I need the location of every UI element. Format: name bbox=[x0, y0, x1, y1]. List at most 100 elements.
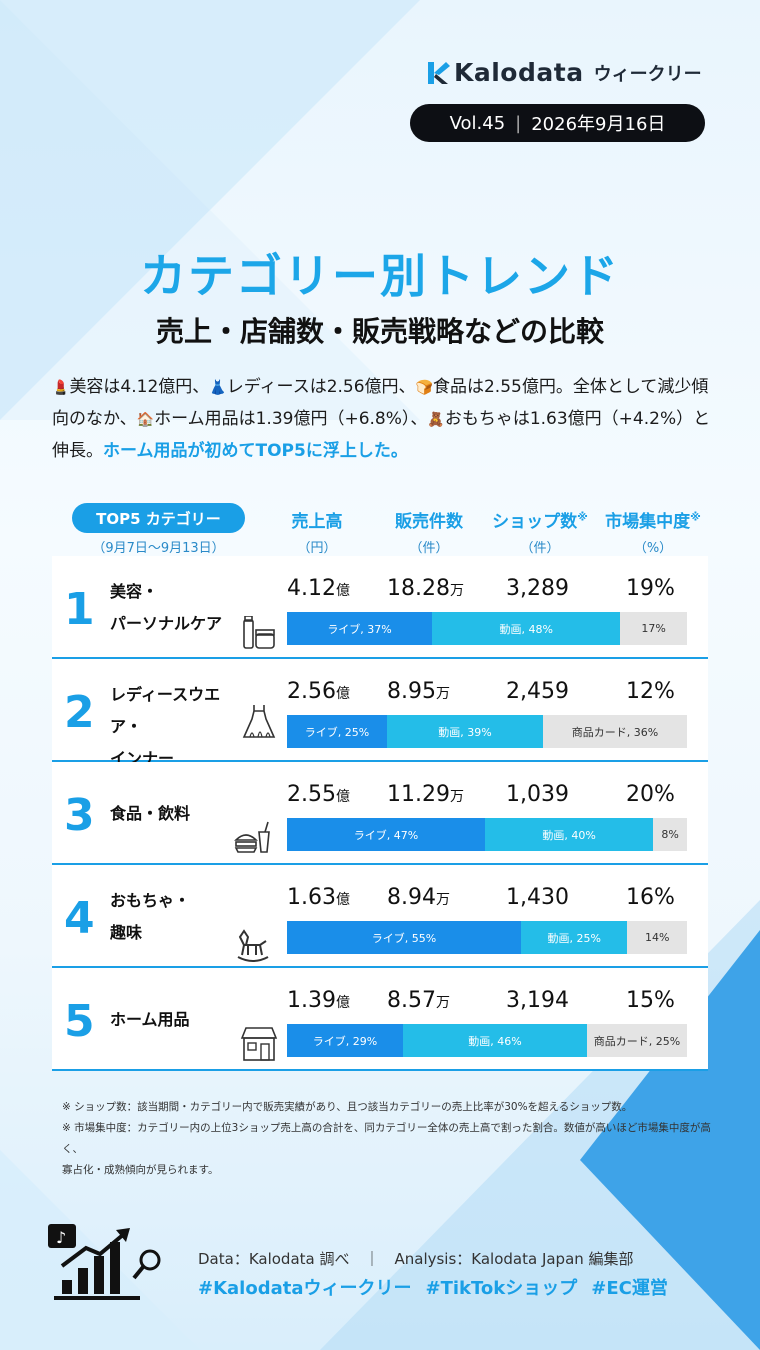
col-mark: ※ bbox=[577, 510, 588, 524]
category-name-line: 趣味 bbox=[110, 923, 143, 942]
value-unit: 億 bbox=[335, 789, 350, 805]
orders-value: 18.28万 bbox=[387, 576, 464, 601]
bar-segment-live: ライブ, 55% bbox=[287, 921, 522, 954]
table-row: 1 美容・ パーソナルケア 4.12億 18.28万 3,289 19% ライブ, 37% 動画… bbox=[52, 556, 708, 659]
hashtags: #Kalodataウィークリー #TikTokショップ #EC運営 bbox=[198, 1274, 668, 1300]
page-subtitle: 売上・店舗数・販売戦略などの比較 bbox=[155, 315, 604, 348]
sales-value: 2.55億 bbox=[287, 782, 350, 807]
value-number: 4.12 bbox=[287, 576, 336, 601]
channel-share-bar: ライブ, 25% 動画, 39% 商品カード, 36% bbox=[287, 715, 687, 748]
value-number: 1.39 bbox=[287, 988, 336, 1013]
value-number: 2.56 bbox=[287, 679, 336, 704]
col-header-sales: 売上高 bbox=[282, 507, 352, 532]
value-unit: 万 bbox=[435, 686, 450, 702]
intro-s5: おもちゃは1.63億円（+4.2%）と伸長。 bbox=[52, 409, 711, 461]
category-name-line: おもちゃ・ bbox=[110, 891, 191, 910]
analytics-chart-icon: ♪ bbox=[48, 1224, 161, 1300]
intro-highlight: ホーム用品が初めてTOP5に浮上した。 bbox=[103, 441, 408, 461]
value-unit: 億 bbox=[335, 995, 350, 1011]
value-unit: 万 bbox=[449, 583, 464, 599]
value-number: 19% bbox=[626, 576, 675, 601]
bar-segment-video: 動画, 25% bbox=[521, 921, 628, 954]
sales-value: 2.56億 bbox=[287, 679, 350, 704]
concentration-value: 19% bbox=[626, 576, 675, 601]
value-number: 1,039 bbox=[506, 782, 569, 807]
bar-segment-video: 動画, 46% bbox=[403, 1024, 587, 1057]
channel-share-bar: ライブ, 29% 動画, 46% 商品カード, 25% bbox=[287, 1024, 687, 1057]
category-name-line: パーソナルケア bbox=[110, 614, 223, 633]
brand: Kalodata ウィークリー bbox=[426, 58, 702, 87]
value-number: 8.95 bbox=[387, 679, 436, 704]
col-mark: ※ bbox=[690, 510, 701, 524]
category-name-line: ホーム用品 bbox=[110, 1010, 190, 1029]
intro-s3: 食品は2.55億円。全体として減少傾向のなか、 bbox=[52, 377, 709, 429]
col-name: 市場集中度 bbox=[605, 512, 691, 532]
brand-sub: ウィークリー bbox=[593, 63, 702, 85]
value-number: 11.29 bbox=[387, 782, 450, 807]
footnote: 寡占化・成熟傾向が見られます。 bbox=[62, 1164, 219, 1176]
value-number: 1,430 bbox=[506, 885, 569, 910]
value-number: 8.94 bbox=[387, 885, 436, 910]
house-emoji-icon: 🏠 bbox=[136, 412, 155, 428]
value-unit: 万 bbox=[449, 789, 464, 805]
sales-value: 1.39億 bbox=[287, 988, 350, 1013]
rocking-horse-icon bbox=[237, 929, 269, 962]
col-name: 販売件数 bbox=[395, 512, 463, 532]
concentration-value: 16% bbox=[626, 885, 675, 910]
value-unit: 億 bbox=[335, 686, 350, 702]
value-unit: 万 bbox=[435, 995, 450, 1011]
shops-value: 1,039 bbox=[506, 782, 569, 807]
shops-value: 3,194 bbox=[506, 988, 569, 1013]
value-number: 15% bbox=[626, 988, 675, 1013]
category-name-line: 美容・ bbox=[110, 582, 159, 601]
table-row: 5 ホーム用品 1.39億 8.57万 3,194 15% ライブ, 29% 動画, 46% 商… bbox=[52, 968, 708, 1071]
col-header-concentration: 市場集中度※ bbox=[598, 507, 708, 532]
bar-segment-other: 商品カード, 25% bbox=[587, 1024, 687, 1057]
value-number: 12% bbox=[626, 679, 675, 704]
col-unit-concentration: （%） bbox=[633, 541, 673, 556]
col-name: ショップ数 bbox=[492, 512, 578, 532]
bar-segment-other: 商品カード, 36% bbox=[543, 715, 687, 748]
col-name: 売上高 bbox=[291, 512, 343, 532]
shops-value: 2,459 bbox=[506, 679, 569, 704]
orders-value: 8.95万 bbox=[387, 679, 450, 704]
shops-value: 1,430 bbox=[506, 885, 569, 910]
category-name: おもちゃ・ 趣味 bbox=[110, 885, 245, 949]
house-icon bbox=[240, 1027, 278, 1061]
bar-segment-other: 17% bbox=[620, 612, 687, 645]
value-number: 8.57 bbox=[387, 988, 436, 1013]
bar-segment-live: ライブ, 29% bbox=[287, 1024, 403, 1057]
rank-number: 3 bbox=[64, 790, 95, 841]
bar-segment-video: 動画, 48% bbox=[432, 612, 621, 645]
bar-segment-other: 14% bbox=[627, 921, 687, 954]
channel-share-bar: ライブ, 37% 動画, 48% 17% bbox=[287, 612, 687, 645]
orders-value: 8.94万 bbox=[387, 885, 450, 910]
concentration-value: 15% bbox=[626, 988, 675, 1013]
bread-icon: 🍞 bbox=[415, 380, 433, 396]
lipstick-icon: 💄 bbox=[52, 380, 70, 396]
bar-segment-other: 8% bbox=[653, 818, 687, 851]
hashtag[interactable]: #EC運営 bbox=[591, 1278, 668, 1299]
page-title: カテゴリー別トレンド bbox=[140, 249, 620, 303]
col-unit-shops: （件） bbox=[520, 541, 560, 556]
bar-segment-video: 動画, 39% bbox=[387, 715, 543, 748]
bar-segment-live: ライブ, 37% bbox=[287, 612, 433, 645]
dress-emoji-icon: 👗 bbox=[209, 380, 227, 396]
value-number: 2,459 bbox=[506, 679, 569, 704]
orders-value: 11.29万 bbox=[387, 782, 464, 807]
value-unit: 億 bbox=[335, 583, 350, 599]
table-row: 3 食品・飲料 2.55億 11.29万 1,039 20% ライブ, 47% 動画, 40%… bbox=[52, 762, 708, 865]
volume-date-badge: Vol.45 | 2026年9月16日 bbox=[410, 104, 705, 142]
kalodata-logo-icon bbox=[428, 61, 450, 84]
rank-number: 1 bbox=[64, 584, 95, 635]
teddy-bear-icon: 🧸 bbox=[427, 412, 445, 428]
col-header-shops: ショップ数※ bbox=[488, 507, 592, 532]
category-name: 食品・飲料 bbox=[110, 798, 245, 830]
hashtag[interactable]: #Kalodataウィークリー bbox=[198, 1278, 412, 1299]
hashtag[interactable]: #TikTokショップ bbox=[425, 1278, 578, 1299]
category-name-line: 食品・飲料 bbox=[110, 804, 191, 823]
orders-value: 8.57万 bbox=[387, 988, 450, 1013]
cosmetics-icon bbox=[243, 616, 275, 649]
